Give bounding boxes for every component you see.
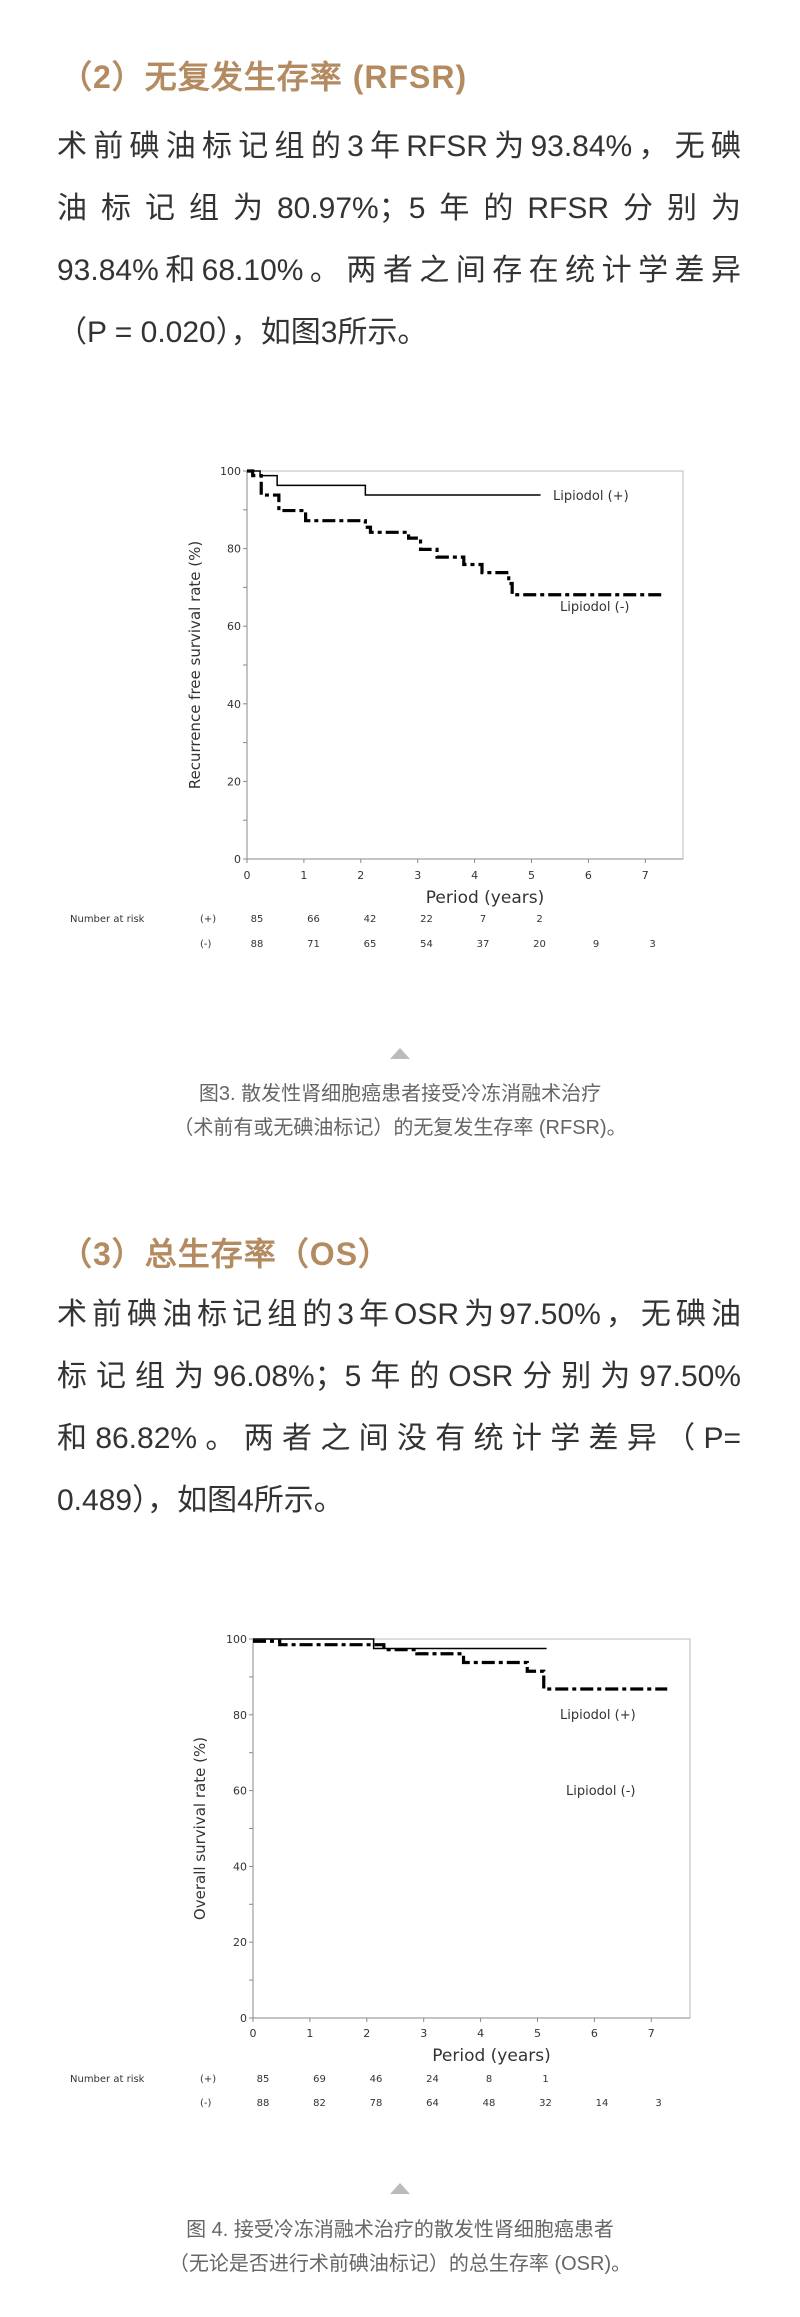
risk-count: 37 [477, 939, 490, 950]
risk-count: 85 [251, 914, 264, 925]
lipiodol-negative-curve [247, 469, 664, 597]
risk-count: 1 [542, 2074, 548, 2085]
risk-count: 82 [313, 2098, 326, 2109]
y-tick-label: 80 [233, 1709, 247, 1722]
risk-count: 85 [257, 2074, 270, 2085]
paragraph-line: （P = 0.020），如图3所示。 [57, 316, 428, 349]
risk-group-label: (-) [200, 2098, 212, 2109]
paragraph-line: 和86.82%。两者之间没有统计学差异（P= [57, 1422, 741, 1455]
risk-count: 3 [649, 939, 655, 950]
x-axis-label: Period (years) [432, 2046, 550, 2066]
risk-group-label: (+) [200, 914, 216, 925]
risk-count: 48 [483, 2098, 496, 2109]
paragraph-line: 术前碘油标记组的3年OSR为97.50%，无碘油 [57, 1298, 741, 1331]
plot-frame [246, 470, 684, 860]
x-axis-label: Period (years) [426, 888, 544, 908]
x-tick-label: 2 [357, 869, 364, 882]
os-paragraph: 术前碘油标记组的3年OSR为97.50%，无碘油 标记组为96.08%；5年的O… [57, 1284, 741, 1532]
risk-count: 7 [480, 914, 486, 925]
y-tick-label: 0 [240, 2012, 247, 2025]
y-tick-label: 100 [220, 465, 241, 478]
risk-count: 71 [307, 939, 320, 950]
x-tick-label: 5 [534, 2027, 541, 2040]
caption-line: （术前有或无碘油标记）的无复发生存率 (RFSR)。 [173, 1117, 627, 1139]
plot-frame [252, 1638, 691, 2019]
lipiodol-positive-curve [247, 470, 541, 496]
y-tick-label: 80 [227, 543, 241, 556]
risk-count: 88 [257, 2098, 270, 2109]
paragraph-line: 0.489），如图4所示。 [57, 1484, 344, 1517]
risk-count: 78 [370, 2098, 383, 2109]
legend-label: Lipiodol (-) [566, 1784, 635, 1799]
y-tick-label: 60 [227, 620, 241, 633]
caption-line: 图 4. 接受冷冻消融术治疗的散发性肾细胞癌患者 [186, 2219, 614, 2241]
risk-count: 46 [370, 2074, 383, 2085]
risk-count: 88 [251, 939, 264, 950]
y-tick-label: 20 [233, 1936, 247, 1949]
caption-triangle-icon [390, 1048, 410, 1059]
y-tick-label: 60 [233, 1785, 247, 1798]
caption-line: 图3. 散发性肾细胞癌患者接受冷冻消融术治疗 [198, 1083, 602, 1105]
lipiodol-positive-curve [253, 1638, 547, 1650]
x-tick-label: 6 [585, 869, 592, 882]
paragraph-line: 油标记组为80.97%；5年的RFSR分别为 [57, 192, 741, 225]
risk-count: 42 [364, 914, 377, 925]
risk-count: 8 [486, 2074, 492, 2085]
risk-table-label: Number at risk [70, 914, 145, 925]
risk-group-label: (+) [200, 2074, 216, 2085]
y-axis-label: Recurrence free survival rate (%) [186, 541, 204, 790]
legend-label: Lipiodol (+) [560, 1708, 636, 1723]
paragraph-line: 93.84%和68.10%。两者之间存在统计学差异 [57, 254, 741, 287]
risk-count: 32 [539, 2098, 552, 2109]
y-tick-label: 40 [227, 698, 241, 711]
os-heading: （3）总生存率（OS） [60, 1236, 392, 1272]
risk-count: 9 [593, 939, 599, 950]
y-tick-label: 100 [226, 1633, 247, 1646]
rfsr-chart: 0 20 40 60 80 100 0 1 2 3 4 5 6 7 Period (years) Recurr… [70, 465, 684, 950]
paragraph-line: 术前碘油标记组的3年RFSR为93.84%，无碘 [57, 130, 741, 163]
risk-count: 69 [313, 2074, 326, 2085]
x-tick-label: 0 [244, 869, 251, 882]
x-tick-label: 7 [642, 869, 649, 882]
caption-line: （无论是否进行术前碘油标记）的总生存率 (OSR)。 [168, 2253, 632, 2275]
x-tick-label: 1 [306, 2027, 313, 2040]
risk-table-label: Number at risk [70, 2074, 145, 2085]
risk-count: 24 [426, 2074, 439, 2085]
figure-4-caption: 图 4. 接受冷冻消融术治疗的散发性肾细胞癌患者 （无论是否进行术前碘油标记）的… [0, 2213, 800, 2281]
x-tick-label: 3 [414, 869, 421, 882]
caption-triangle-icon [390, 2183, 410, 2194]
os-chart: 0 20 40 60 80 100 0 1 2 3 4 5 6 7 Period (years) Overal… [70, 1633, 691, 2109]
risk-count: 22 [420, 914, 433, 925]
y-tick-label: 20 [227, 775, 241, 788]
risk-count: 66 [307, 914, 320, 925]
risk-count: 2 [536, 914, 542, 925]
y-tick-label: 0 [234, 853, 241, 866]
x-tick-label: 4 [477, 2027, 484, 2040]
x-tick-label: 7 [648, 2027, 655, 2040]
risk-group-label: (-) [200, 939, 212, 950]
rfsr-heading: （2）无复发生存率 (RFSR) [60, 59, 468, 95]
x-tick-label: 0 [250, 2027, 257, 2040]
risk-count: 20 [533, 939, 546, 950]
paragraph-line: 标记组为96.08%；5年的OSR分别为97.50% [57, 1360, 741, 1393]
risk-count: 54 [420, 939, 433, 950]
legend-label: Lipiodol (+) [553, 489, 629, 504]
x-tick-label: 5 [528, 869, 535, 882]
risk-count: 64 [426, 2098, 439, 2109]
x-tick-label: 4 [471, 869, 478, 882]
risk-count: 3 [655, 2098, 661, 2109]
x-tick-label: 1 [300, 869, 307, 882]
y-tick-label: 40 [233, 1860, 247, 1873]
x-tick-label: 3 [420, 2027, 427, 2040]
x-tick-label: 2 [363, 2027, 370, 2040]
x-tick-label: 6 [591, 2027, 598, 2040]
y-axis-label: Overall survival rate (%) [191, 1737, 209, 1920]
legend-label: Lipiodol (-) [560, 600, 629, 615]
figure-3-caption: 图3. 散发性肾细胞癌患者接受冷冻消融术治疗 （术前有或无碘油标记）的无复发生存… [0, 1077, 800, 1145]
risk-count: 65 [364, 939, 377, 950]
rfsr-paragraph: 术前碘油标记组的3年RFSR为93.84%，无碘 油标记组为80.97%；5年的… [57, 116, 741, 364]
lipiodol-negative-curve [253, 1639, 668, 1691]
risk-count: 14 [596, 2098, 609, 2109]
